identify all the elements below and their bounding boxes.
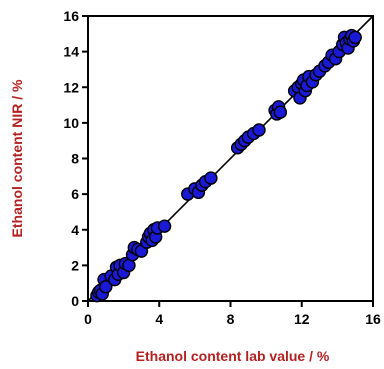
x-axis-title: Ethanol content lab value / %: [136, 348, 330, 364]
y-tick-label: 2: [71, 257, 79, 273]
data-point: [273, 105, 288, 119]
y-tick-label: 10: [63, 115, 79, 131]
x-tick-label: 8: [227, 311, 235, 327]
data-point: [252, 123, 266, 137]
x-tick-label: 0: [84, 311, 92, 327]
y-tick-label: 4: [71, 222, 79, 238]
y-axis-title: Ethanol content NIR / %: [9, 79, 25, 237]
data-point: [348, 30, 362, 45]
x-tick-label: 12: [294, 311, 310, 327]
data-point: [204, 171, 218, 185]
y-tick-label: 12: [63, 79, 79, 95]
y-tick-label: 8: [71, 151, 79, 167]
y-axis: 0 2 4 6 8 10 12 14 16: [63, 8, 88, 309]
y-tick-label: 0: [71, 293, 79, 309]
x-tick-label: 4: [155, 311, 163, 327]
y-tick-label: 16: [63, 8, 79, 24]
data-points: [90, 28, 362, 303]
y-tick-label: 14: [63, 44, 79, 60]
data-point: [99, 280, 113, 294]
x-axis: 0 4 8 12 16: [84, 301, 381, 327]
y-tick-label: 6: [71, 186, 79, 202]
x-tick-label: 16: [365, 311, 381, 327]
data-point: [157, 219, 172, 233]
